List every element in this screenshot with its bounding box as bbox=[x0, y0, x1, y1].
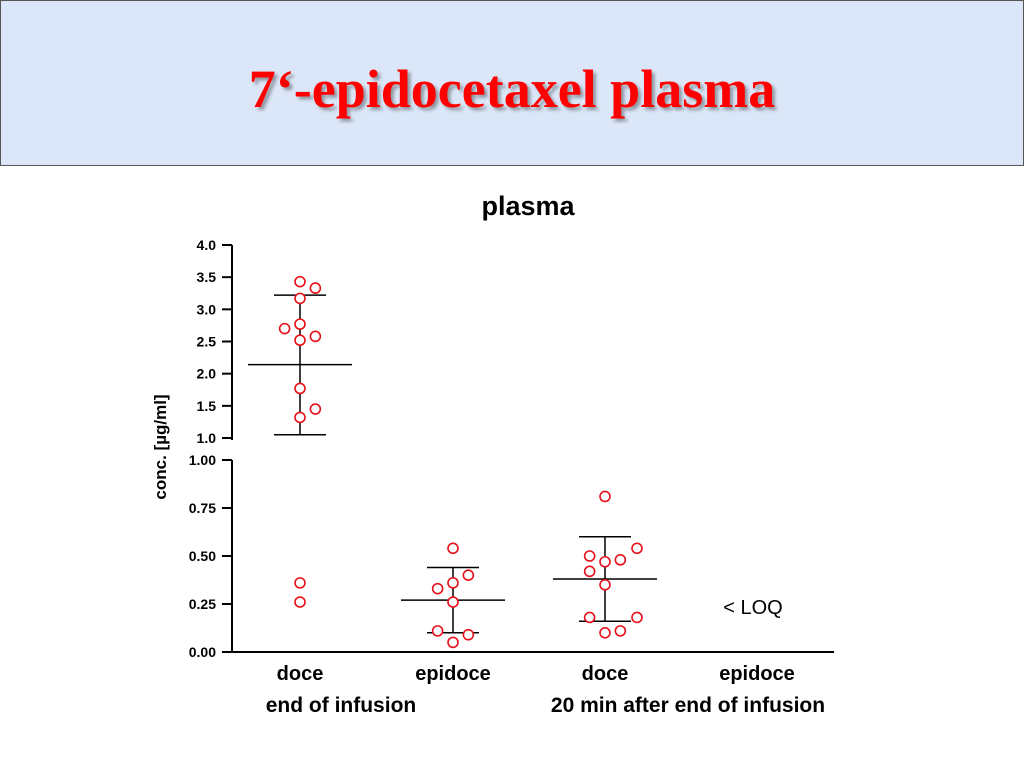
group-label-end-of-infusion: end of infusion bbox=[266, 694, 416, 717]
category-label-epidoce-20min: epidoce bbox=[719, 663, 795, 685]
data-point-2-9 bbox=[614, 625, 627, 637]
y-axis-label: conc. [µg/ml] bbox=[151, 394, 170, 499]
data-point-1-1 bbox=[462, 569, 475, 582]
group-label-20-min-after: 20 min after end of infusion bbox=[551, 694, 825, 717]
data-point-1-6 bbox=[462, 628, 475, 641]
data-point-1-3 bbox=[431, 582, 444, 595]
data-point-2-2 bbox=[583, 550, 596, 562]
lower-y-tick-label-3: 0.75 bbox=[189, 500, 216, 516]
upper-y-tick-label-1: 1.5 bbox=[197, 398, 217, 414]
title-banner bbox=[0, 0, 1024, 166]
data-point-0-6 bbox=[294, 334, 306, 347]
data-point-0-5 bbox=[309, 330, 322, 343]
data-point-0-8 bbox=[309, 403, 322, 415]
data-point-2-7 bbox=[583, 611, 596, 624]
data-point-1-2 bbox=[447, 577, 459, 589]
data-point-1-7 bbox=[447, 636, 459, 649]
category-label-doce-end: doce bbox=[277, 663, 324, 685]
data-point-2-10 bbox=[599, 626, 611, 639]
data-point-0-1 bbox=[309, 282, 322, 294]
data-point-1-0 bbox=[447, 542, 459, 555]
lower-y-tick-label-1: 0.25 bbox=[189, 596, 216, 612]
data-point-2-3 bbox=[614, 554, 627, 566]
lower-y-tick-label-0: 0.00 bbox=[189, 644, 216, 660]
lower-y-tick-label-4: 1.00 bbox=[189, 452, 216, 468]
upper-y-tick-label-3: 2.5 bbox=[197, 334, 217, 350]
category-label-doce-20min: doce bbox=[582, 663, 629, 685]
data-point-0-10 bbox=[294, 577, 306, 589]
data-point-2-6 bbox=[599, 578, 611, 591]
upper-y-tick-label-2: 2.0 bbox=[197, 366, 217, 382]
data-point-2-1 bbox=[631, 542, 643, 555]
chart-title: plasma bbox=[481, 191, 575, 221]
data-point-2-8 bbox=[631, 611, 643, 624]
loq-annotation: < LOQ bbox=[723, 597, 782, 619]
upper-y-tick-label-0: 1.0 bbox=[197, 430, 217, 446]
data-point-0-9 bbox=[294, 411, 306, 424]
data-point-0-2 bbox=[294, 292, 306, 305]
upper-y-tick-label-4: 3.0 bbox=[197, 301, 217, 317]
data-point-1-5 bbox=[431, 625, 444, 637]
data-point-2-5 bbox=[583, 565, 596, 578]
upper-y-tick-label-5: 3.5 bbox=[197, 269, 217, 285]
data-point-2-4 bbox=[599, 555, 611, 568]
data-point-2-0 bbox=[599, 490, 611, 503]
data-point-1-4 bbox=[447, 596, 459, 608]
data-point-0-4 bbox=[294, 318, 306, 330]
slide-title: 7‘-epidocetaxel plasma bbox=[248, 59, 776, 119]
data-point-0-7 bbox=[294, 382, 306, 395]
category-label-epidoce-end: epidoce bbox=[415, 663, 491, 685]
data-point-0-0 bbox=[294, 275, 306, 288]
data-point-0-11 bbox=[294, 596, 306, 608]
data-point-0-3 bbox=[278, 322, 291, 335]
upper-y-tick-label-6: 4.0 bbox=[197, 237, 217, 253]
lower-y-tick-label-2: 0.50 bbox=[189, 548, 216, 564]
